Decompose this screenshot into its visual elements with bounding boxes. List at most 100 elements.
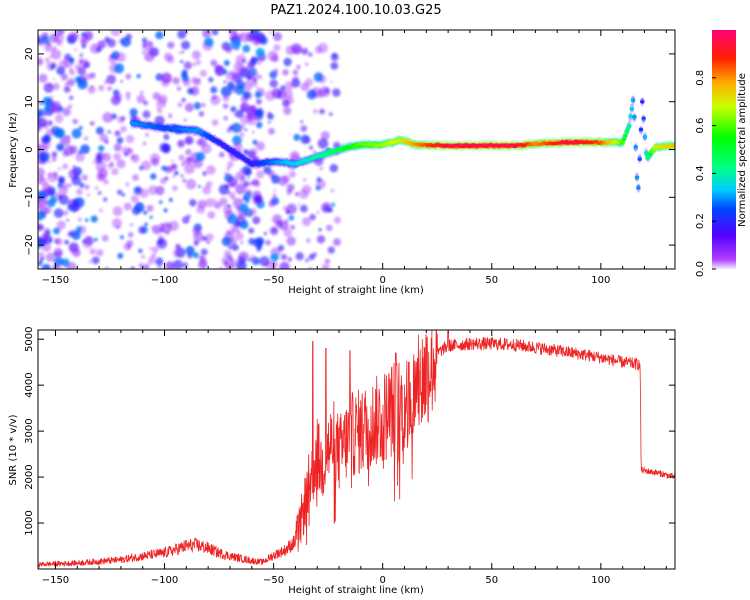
- noise-blob: [141, 37, 148, 43]
- noise-blob: [113, 152, 122, 161]
- noise-blob: [332, 88, 341, 97]
- ridge-segment: [620, 140, 625, 144]
- noise-blob: [252, 131, 255, 134]
- noise-blob: [150, 173, 157, 180]
- noise-blob: [81, 174, 88, 181]
- noise-blob: [242, 51, 245, 55]
- noise-blob: [58, 59, 69, 70]
- y-tick-label: 10: [24, 95, 35, 108]
- noise-blob: [255, 85, 258, 89]
- noise-blob: [333, 216, 341, 224]
- noise-blob: [66, 218, 69, 222]
- noise-blob: [98, 84, 105, 92]
- noise-blob: [49, 196, 58, 204]
- noise-blob: [228, 191, 236, 199]
- noise-blob: [282, 206, 288, 211]
- ridge-segment: [640, 100, 645, 104]
- x-tick-label: 50: [485, 275, 498, 286]
- noise-blob: [49, 63, 56, 70]
- noise-blob: [111, 167, 119, 176]
- x-tick-label: −100: [151, 575, 178, 586]
- noise-blob: [329, 112, 333, 116]
- noise-blob: [240, 175, 246, 181]
- noise-blob: [289, 150, 300, 161]
- noise-blob: [38, 167, 45, 178]
- noise-blob: [185, 178, 197, 190]
- x-tick-label: 50: [485, 575, 498, 586]
- noise-blob: [87, 85, 96, 94]
- noise-blob: [38, 108, 44, 117]
- noise-blob: [82, 239, 86, 243]
- noise-blob: [125, 182, 130, 187]
- noise-blob: [268, 121, 271, 124]
- noise-blob: [182, 160, 187, 165]
- ridge-segment: [624, 129, 629, 133]
- noise-blob: [228, 245, 233, 250]
- noise-blob: [319, 108, 325, 115]
- noise-blob: [130, 194, 139, 203]
- noise-blob: [126, 239, 134, 247]
- noise-blob: [279, 220, 289, 231]
- noise-blob: [84, 218, 89, 222]
- noise-blob: [78, 126, 83, 130]
- ridge-segment: [672, 143, 675, 147]
- noise-blob: [130, 266, 135, 269]
- noise-blob: [158, 200, 163, 204]
- noise-blob: [144, 263, 150, 269]
- noise-blob: [163, 166, 169, 172]
- noise-blob: [70, 31, 79, 41]
- noise-blob: [84, 184, 90, 190]
- noise-blob: [178, 51, 182, 54]
- noise-blob: [178, 249, 182, 252]
- spectrogram-marks: [38, 30, 675, 269]
- noise-blob: [67, 104, 73, 109]
- noise-blob: [270, 252, 279, 262]
- noise-blob: [92, 161, 95, 164]
- colorbar-gradient: [712, 30, 736, 269]
- noise-blob: [55, 250, 62, 257]
- noise-blob: [265, 239, 271, 246]
- noise-blob: [148, 257, 155, 265]
- noise-blob: [159, 222, 165, 229]
- noise-blob: [45, 57, 50, 63]
- noise-blob: [295, 252, 304, 261]
- colorbar-tick-label: 0.2: [695, 213, 706, 229]
- ridge-segment: [627, 124, 632, 128]
- x-tick-label: −100: [151, 275, 178, 286]
- noise-blob: [244, 168, 252, 176]
- noise-blob: [271, 175, 276, 180]
- noise-blob: [44, 134, 49, 139]
- x-tick-label: −150: [42, 575, 69, 586]
- noise-blob: [289, 170, 296, 178]
- noise-blob: [181, 216, 190, 224]
- noise-blob: [53, 46, 56, 50]
- noise-blob: [175, 243, 181, 250]
- noise-blob: [123, 202, 132, 211]
- noise-blob: [38, 57, 43, 64]
- noise-blob: [256, 170, 265, 179]
- noise-blob: [110, 95, 121, 106]
- noise-blob: [50, 101, 62, 112]
- noise-blob: [168, 115, 172, 119]
- noise-blob: [67, 78, 76, 87]
- snr-x-label: Height of straight line (km): [288, 585, 424, 596]
- noise-blob: [171, 265, 175, 269]
- ridge-segment: [638, 128, 644, 131]
- noise-blob: [150, 253, 157, 259]
- noise-blob: [272, 228, 277, 233]
- noise-blob: [219, 266, 223, 269]
- noise-blob: [327, 246, 335, 254]
- noise-blob: [41, 32, 49, 40]
- noise-blob: [282, 99, 290, 107]
- noise-blob: [300, 125, 308, 132]
- noise-blob: [320, 131, 330, 141]
- noise-blob: [38, 139, 41, 143]
- noise-blob: [163, 208, 168, 213]
- noise-blob: [44, 43, 53, 52]
- snr-marks: [38, 330, 675, 568]
- noise-blob: [154, 115, 165, 126]
- noise-blob: [79, 53, 84, 58]
- noise-blob: [38, 251, 45, 259]
- noise-blob: [273, 44, 281, 52]
